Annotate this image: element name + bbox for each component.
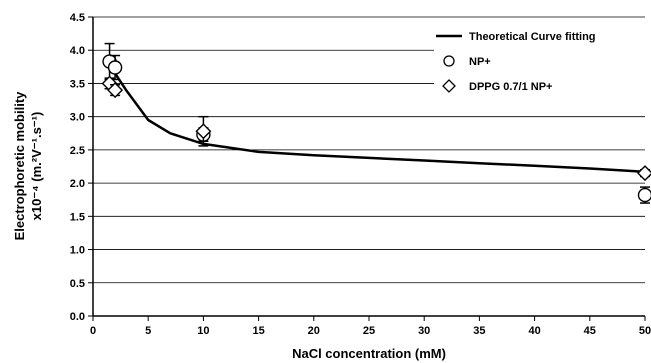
- y-tick-label: 3.5: [70, 78, 85, 90]
- y-tick-label: 2.0: [70, 178, 85, 190]
- legend-background: [434, 21, 646, 93]
- np-point: [637, 187, 651, 203]
- y-tick-label: 4.5: [70, 12, 85, 24]
- dppg-point: [637, 165, 651, 182]
- x-tick-label: 30: [418, 325, 430, 337]
- x-tick-label: 0: [90, 325, 96, 337]
- y-tick-label: 4.0: [70, 45, 85, 57]
- x-tick-label: 20: [308, 325, 320, 337]
- y-axis-title-line2: x10⁻⁴ (m.²V⁻¹.s⁻¹): [29, 112, 44, 221]
- y-axis-title-line1: Electrophoretic mobility: [12, 91, 27, 241]
- legend-circle-marker: [443, 55, 455, 67]
- y-axis-title: Electrophoretic mobility x10⁻⁴ (m.²V⁻¹.s…: [12, 91, 44, 241]
- y-tick-label: 0.0: [70, 311, 85, 323]
- y-tick-label: 1.5: [70, 211, 85, 223]
- dppg-point: [107, 82, 124, 99]
- x-tick-label: 40: [528, 325, 540, 337]
- x-tick-label: 5: [145, 325, 151, 337]
- series: [101, 42, 651, 204]
- legend: Theoretical Curve fitting NP+ DPPG 0.7/1…: [434, 21, 646, 93]
- x-tick-label: 45: [584, 325, 596, 337]
- x-tick-label: 50: [639, 325, 651, 337]
- x-tick-label: 10: [197, 325, 209, 337]
- ticks: 0.0 0.5 1.0 1.5 2.0 2.5 3.0 3.5 4.0 4.5 0 5 10 15 20 25…: [70, 12, 651, 337]
- y-tick-label: 0.5: [70, 278, 85, 290]
- y-tick-label: 1.0: [70, 245, 85, 257]
- x-tick-label: 15: [252, 325, 264, 337]
- y-tick-label: 2.5: [70, 145, 85, 157]
- x-tick-label: 35: [473, 325, 485, 337]
- legend-label-curve: Theoretical Curve fitting: [469, 31, 596, 43]
- np-point: [107, 60, 123, 75]
- gridlines: [93, 16, 645, 284]
- legend-diamond-marker: [442, 79, 456, 93]
- x-tick-label: 25: [363, 325, 375, 337]
- legend-label-dppg: DPPG 0.7/1 NP+: [469, 81, 552, 93]
- y-tick-label: 3.0: [70, 112, 85, 124]
- x-axis-title: NaCl concentration (mM): [292, 346, 446, 361]
- curve-line: [109, 66, 646, 174]
- dppg-point: [195, 123, 212, 140]
- legend-label-np: NP+: [469, 56, 491, 68]
